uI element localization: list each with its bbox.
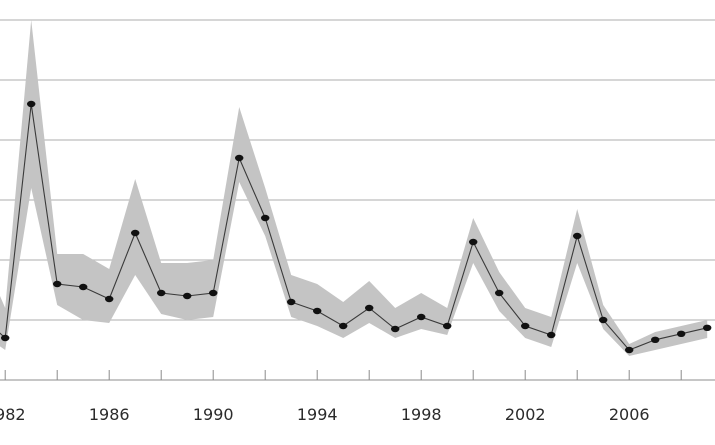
- x-tick-label: 1998: [401, 405, 442, 424]
- confidence-band: [0, 20, 708, 356]
- data-point: [443, 322, 452, 330]
- data-point: [703, 324, 712, 331]
- data-point: [79, 283, 88, 291]
- x-tick-label: 1990: [193, 405, 234, 424]
- data-point: [599, 316, 608, 324]
- data-point: [391, 325, 400, 333]
- data-point: [677, 330, 686, 337]
- data-point: [105, 295, 114, 303]
- data-point: [547, 331, 556, 339]
- data-point: [339, 322, 348, 330]
- data-point: [287, 298, 296, 306]
- data-point: [625, 346, 634, 354]
- data-points: [1, 100, 712, 354]
- data-point: [521, 322, 530, 330]
- data-point: [469, 238, 478, 246]
- data-point: [1, 334, 10, 342]
- x-tick-labels: 1982 1986 1990 1994 1998 2002 2006: [0, 405, 650, 424]
- data-point: [365, 304, 374, 312]
- data-point: [313, 307, 322, 315]
- data-point: [417, 313, 426, 321]
- data-point: [209, 289, 218, 297]
- data-point: [651, 336, 660, 343]
- data-point: [183, 292, 192, 300]
- data-point: [53, 280, 62, 288]
- x-tick-label: 1986: [89, 405, 130, 424]
- x-tick-label: 2002: [505, 405, 546, 424]
- x-tick-label: 1994: [297, 405, 338, 424]
- data-point: [261, 214, 270, 222]
- x-tick-label: 2006: [609, 405, 650, 424]
- data-point: [573, 232, 582, 240]
- data-point: [27, 100, 36, 108]
- x-ticks: [4, 370, 682, 380]
- data-point: [495, 289, 504, 297]
- data-point: [131, 229, 140, 237]
- x-tick-label: 1982: [0, 405, 26, 424]
- data-point: [157, 289, 166, 297]
- data-point: [235, 154, 244, 162]
